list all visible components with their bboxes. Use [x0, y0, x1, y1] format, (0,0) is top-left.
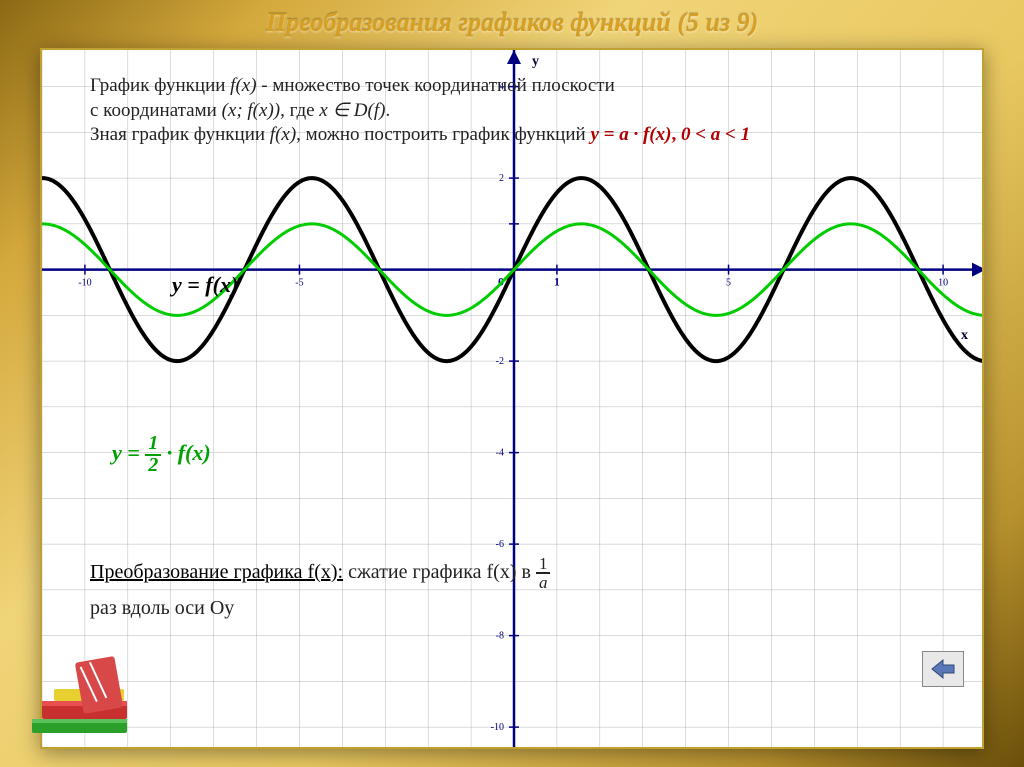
intro-line3b: , можно построить график функций: [296, 124, 590, 145]
intro-line3a: Зная график функции: [90, 124, 270, 145]
intro-dom: x ∈ D(f): [319, 100, 385, 121]
bt-frac: 1a: [536, 555, 551, 591]
svg-text:-10: -10: [491, 722, 504, 733]
svg-text:-2: -2: [496, 356, 504, 367]
bt-a: Преобразование графика f(x):: [90, 561, 343, 583]
intro-line2b: , где: [280, 100, 319, 121]
intro-fx2: f(x): [270, 124, 296, 145]
x-axis-label: x: [961, 328, 968, 344]
svg-text:-10: -10: [78, 278, 91, 289]
svg-text:2: 2: [499, 173, 504, 184]
back-button[interactable]: [922, 651, 964, 687]
content-frame: -10-5510-10-8-6-4-22401 График функции f…: [40, 48, 984, 749]
c2-suffix: · f(x): [161, 440, 210, 465]
intro-eq: y = a · f(x): [590, 124, 671, 145]
bt-den: a: [536, 574, 551, 591]
back-arrow-icon: [930, 658, 956, 680]
svg-text:-4: -4: [496, 448, 504, 459]
svg-text:1: 1: [554, 275, 560, 289]
svg-text:10: 10: [938, 278, 948, 289]
bt-d: раз вдоль оси: [90, 597, 210, 619]
bt-fx: f(x): [487, 561, 517, 583]
bt-num: 1: [536, 555, 551, 574]
bt-b: сжатие графика: [343, 561, 486, 583]
intro-coords: (x; f(x)): [222, 100, 281, 121]
y-axis-label: y: [532, 54, 539, 70]
c2-den: 2: [145, 456, 161, 476]
intro-text: График функции f(x) - множество точек ко…: [90, 74, 934, 148]
intro-line2a: с координатами: [90, 100, 222, 121]
intro-line1b: - множество точек координатной плоскости: [257, 75, 615, 96]
svg-text:-5: -5: [295, 278, 303, 289]
c2-num: 1: [145, 434, 161, 456]
svg-text:-6: -6: [496, 539, 504, 550]
chart-area: -10-5510-10-8-6-4-22401: [42, 50, 982, 747]
intro-line2c: .: [385, 100, 390, 121]
curve-label-half-fx: y = 12 · f(x): [112, 434, 211, 476]
books-decoration: [24, 649, 154, 759]
intro-line1a: График функции: [90, 75, 230, 96]
intro-cond: 0 < a < 1: [681, 124, 750, 145]
c2-fraction: 12: [145, 434, 161, 476]
svg-text:-8: -8: [496, 631, 504, 642]
transformation-text: Преобразование графика f(x): сжатие граф…: [90, 555, 934, 625]
slide-title: Преобразования графиков функций (5 из 9): [0, 8, 1024, 38]
bt-c: в: [516, 561, 535, 583]
c2-prefix: y =: [112, 440, 145, 465]
curve-label-fx: y = f(x): [172, 272, 238, 298]
intro-fx1: f(x): [230, 75, 256, 96]
coordinate-plot: -10-5510-10-8-6-4-22401: [42, 50, 982, 747]
svg-text:5: 5: [726, 278, 731, 289]
bt-axis: Oy: [210, 597, 234, 619]
